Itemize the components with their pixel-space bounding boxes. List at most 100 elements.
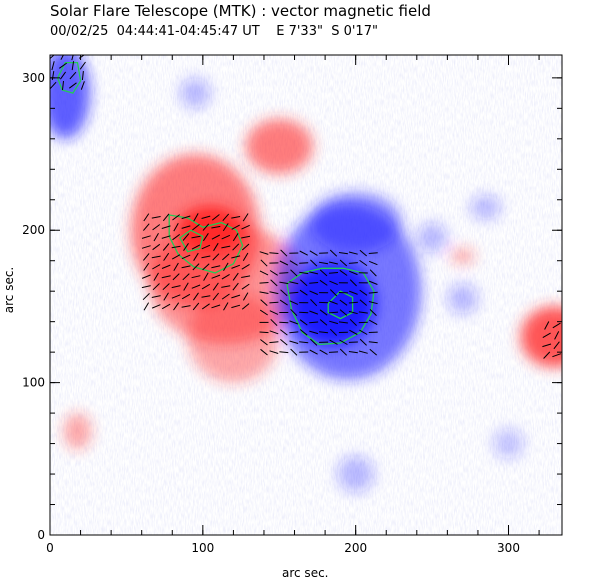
- field-vector-8: [143, 223, 150, 231]
- field-vector-194: [329, 280, 338, 286]
- field-vector-191: [328, 311, 339, 314]
- field-vector-90: [231, 304, 241, 309]
- field-vector-122: [269, 341, 279, 344]
- field-vector-121: [269, 350, 279, 354]
- field-vector-131: [269, 252, 279, 254]
- field-vector-221: [359, 338, 367, 346]
- field-vector-234: [369, 319, 378, 326]
- field-vector-5: [143, 253, 150, 261]
- field-vector-141: [279, 260, 289, 266]
- field-vector-43: [182, 273, 190, 281]
- field-vector-179: [319, 319, 328, 326]
- field-vector-44: [181, 265, 191, 269]
- field-vector-163: [299, 262, 309, 264]
- field-vector-82: [221, 285, 231, 288]
- field-vector-184: [319, 269, 328, 277]
- field-vector-52: [191, 284, 201, 289]
- field-vector-20: [161, 303, 171, 310]
- field-vector-139: [279, 281, 289, 285]
- field-vector-133: [280, 339, 288, 346]
- field-vector-110: [260, 348, 268, 356]
- transverse-field-vectors: [50, 55, 562, 359]
- y-tick-label: 300: [22, 71, 45, 85]
- field-vector-243: [51, 71, 55, 81]
- field-vector-26: [162, 243, 170, 251]
- field-vector-32: [171, 285, 181, 289]
- field-vector-165: [309, 349, 318, 355]
- negative-polarity-region-9: [289, 260, 376, 347]
- field-vector-251: [69, 71, 77, 80]
- field-vector-37: [172, 233, 180, 241]
- x-axis-label: arc sec.: [282, 566, 329, 580]
- field-vector-187: [328, 351, 339, 353]
- field-vector-265: [552, 322, 561, 329]
- field-vector-64: [202, 263, 210, 271]
- negative-polarity-region-14: [470, 195, 501, 220]
- field-vector-237: [368, 291, 378, 294]
- field-vector-126: [269, 301, 279, 304]
- field-vector-239: [369, 269, 377, 277]
- field-vector-250: [69, 82, 77, 89]
- field-vector-80: [223, 302, 229, 311]
- axis-ticks: 0 100 200 300 0 100 200 300: [22, 55, 562, 555]
- field-vector-147: [290, 308, 298, 317]
- field-vector-244: [51, 61, 55, 71]
- field-contours: [56, 61, 375, 346]
- field-vector-30: [173, 302, 180, 311]
- field-vector-61: [201, 295, 211, 298]
- positive-polarity-region-1: [245, 119, 313, 174]
- field-vector-63: [203, 272, 209, 281]
- field-vector-225: [359, 299, 368, 306]
- field-vector-21: [163, 292, 169, 301]
- field-vector-25: [163, 252, 170, 261]
- field-vector-48: [181, 225, 191, 229]
- field-vector-119: [260, 259, 268, 267]
- field-vector-202: [339, 309, 348, 316]
- field-vector-140: [279, 272, 289, 274]
- field-vector-60: [201, 303, 210, 310]
- field-vector-117: [259, 282, 269, 284]
- field-vector-10: [151, 304, 161, 309]
- field-vector-167: [309, 330, 319, 335]
- field-vector-175: [309, 250, 318, 256]
- field-vector-51: [192, 292, 199, 301]
- field-vector-22: [162, 283, 170, 291]
- field-vector-172: [309, 282, 319, 284]
- field-vector-31: [171, 294, 181, 299]
- field-vector-53: [191, 275, 201, 279]
- field-vector-161: [299, 279, 308, 287]
- field-vector-38: [173, 223, 179, 232]
- field-vector-72: [212, 282, 219, 291]
- field-vector-67: [202, 233, 209, 242]
- field-vector-123: [269, 330, 279, 335]
- field-vector-7: [141, 235, 151, 239]
- y-axis-label: arc sec.: [2, 266, 17, 314]
- field-vector-220: [358, 350, 368, 354]
- field-vector-118: [259, 270, 269, 276]
- contour-1: [56, 61, 82, 94]
- field-vector-120: [259, 251, 269, 255]
- field-vector-83: [221, 273, 230, 280]
- field-vector-190: [329, 320, 339, 325]
- field-vector-85: [222, 253, 230, 261]
- field-vector-116: [259, 291, 269, 294]
- field-vector-27: [161, 235, 171, 239]
- field-vector-99: [231, 216, 241, 219]
- field-vector-93: [232, 272, 239, 281]
- field-vector-236: [368, 301, 378, 305]
- field-vector-81: [221, 293, 230, 300]
- field-vector-35: [171, 254, 181, 260]
- field-vector-214: [348, 301, 358, 304]
- field-vector-258: [543, 351, 551, 359]
- negative-polarity-region-13: [447, 283, 478, 315]
- field-vector-213: [348, 310, 358, 315]
- negative-polarity-region-17: [493, 428, 524, 459]
- field-vector-198: [339, 348, 348, 356]
- field-vector-188: [329, 339, 338, 345]
- field-vector-196: [328, 261, 339, 265]
- y-tick-label: 200: [22, 223, 45, 237]
- field-vector-245: [50, 55, 55, 60]
- field-vector-68: [202, 223, 210, 231]
- field-vector-211: [349, 329, 358, 335]
